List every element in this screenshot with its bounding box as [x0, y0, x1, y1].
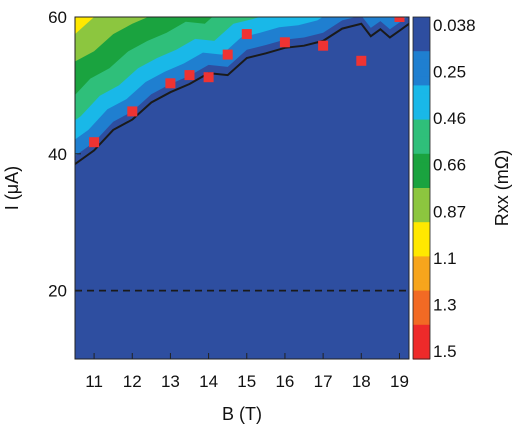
colorbar-swatch — [413, 59, 430, 69]
colorbar-swatch — [413, 290, 430, 300]
colorbar-swatch — [413, 68, 430, 78]
colorbar-swatch — [413, 299, 430, 309]
colorbar-swatch — [413, 247, 430, 257]
colorbar-swatch — [413, 51, 430, 61]
axes: 11 12 13 14 15 16 17 18 19 20 40 60 — [48, 8, 409, 391]
colorbar: 0.038 0.25 0.46 0.66 0.87 1.1 1.3 1.5 — [412, 16, 476, 361]
colorbar-swatch — [413, 205, 430, 215]
colorbar-swatch — [413, 222, 430, 232]
colorbar-swatch — [413, 17, 430, 27]
y-tick-label: 60 — [48, 8, 67, 27]
x-tick-label: 19 — [390, 372, 409, 391]
colorbar-swatch — [413, 136, 430, 146]
colorbar-tick-label: 0.66 — [433, 156, 466, 175]
colorbar-swatch — [413, 307, 430, 317]
data-marker — [318, 40, 329, 51]
data-marker — [279, 37, 290, 48]
x-tick-label: 15 — [237, 372, 256, 391]
colorbar-swatch — [413, 316, 430, 326]
colorbar-swatch — [413, 170, 430, 181]
colorbar-tick-label: 0.87 — [433, 202, 466, 221]
x-tick-label: 18 — [352, 372, 371, 391]
colorbar-swatch — [413, 256, 430, 266]
colorbar-swatch — [413, 42, 430, 52]
colorbar-swatch — [413, 188, 430, 198]
colorbar-tick-label: 0.46 — [433, 109, 466, 128]
colorbar-swatch — [413, 119, 430, 129]
colorbar-swatch — [413, 230, 430, 240]
colorbar-swatch — [413, 25, 430, 35]
data-marker — [203, 72, 214, 83]
data-marker — [356, 55, 367, 66]
y-axis-label: I (μA) — [2, 166, 22, 210]
colorbar-swatch — [413, 213, 430, 223]
colorbar-swatch — [413, 333, 430, 343]
data-marker — [394, 17, 405, 22]
colorbar-swatch — [413, 34, 430, 44]
colorbar-swatch — [413, 350, 430, 360]
data-marker — [222, 49, 233, 60]
critical-current-line — [75, 22, 409, 165]
colorbar-tick-label: 0.25 — [433, 63, 466, 82]
x-tick-label: 16 — [275, 372, 294, 391]
x-tick-label: 14 — [199, 372, 218, 391]
colorbar-swatch — [413, 264, 430, 275]
data-marker — [241, 29, 252, 40]
colorbar-swatch — [413, 239, 430, 249]
colorbar-swatch — [413, 76, 430, 86]
heatmap-band — [75, 17, 149, 62]
x-tick-label: 13 — [161, 372, 180, 391]
y-tick-label: 40 — [48, 145, 67, 164]
colorbar-swatch — [413, 341, 430, 352]
colorbar-tick-label: 1.1 — [433, 249, 457, 268]
colorbar-tick-label: 0.038 — [433, 16, 476, 35]
x-tick-label: 12 — [123, 372, 142, 391]
colorbar-swatch — [413, 102, 430, 112]
colorbar-frame — [412, 16, 431, 360]
x-tick-label: 11 — [85, 372, 103, 391]
colorbar-swatch — [413, 162, 430, 172]
data-marker — [89, 137, 100, 148]
colorbar-swatch — [413, 111, 430, 121]
data-marker — [127, 106, 138, 117]
colorbar-tick-label: 1.5 — [433, 342, 457, 361]
colorbar-swatch — [413, 282, 430, 292]
plot-area — [75, 17, 409, 359]
colorbar-swatch — [413, 324, 430, 334]
data-marker — [184, 70, 195, 81]
colorbar-tick-label: 1.3 — [433, 295, 457, 314]
colorbar-swatch — [413, 273, 430, 283]
x-axis-label: B (T) — [222, 404, 262, 424]
colorbar-swatch — [413, 153, 430, 163]
data-marker — [165, 78, 176, 89]
colorbar-label: Rxx (mΩ) — [492, 150, 512, 226]
plot-frame — [74, 16, 410, 360]
colorbar-swatch — [413, 179, 430, 189]
colorbar-swatch — [413, 196, 430, 206]
colorbar-swatch — [413, 85, 430, 95]
colorbar-swatch — [413, 145, 430, 155]
heatmap-band — [75, 17, 95, 35]
colorbar-swatch — [413, 93, 430, 104]
y-tick-label: 20 — [48, 282, 67, 301]
colorbar-swatch — [413, 128, 430, 138]
x-tick-label: 17 — [314, 372, 333, 391]
